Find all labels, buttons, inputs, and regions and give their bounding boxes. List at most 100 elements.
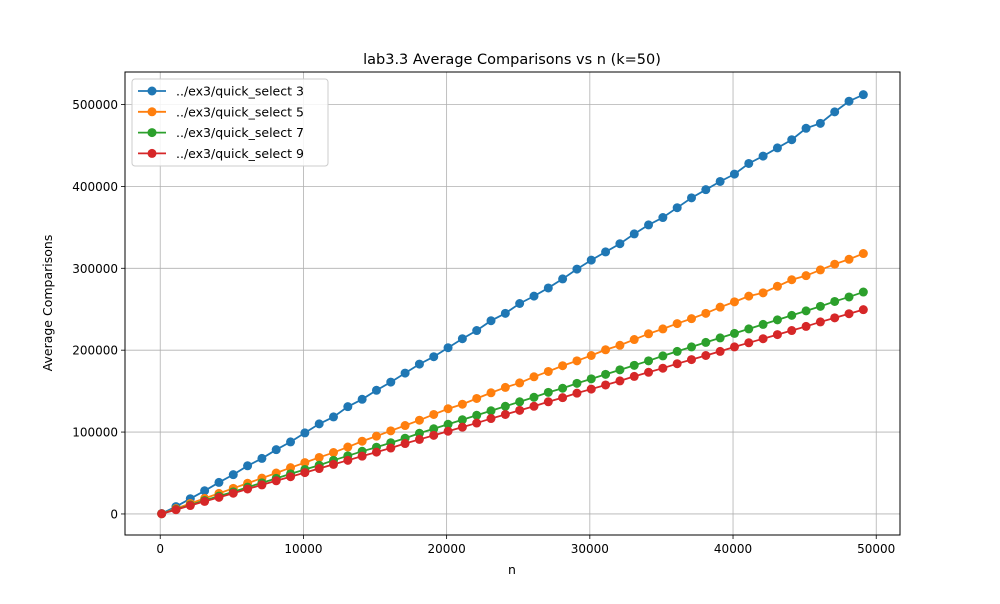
data-point: [629, 371, 639, 381]
data-point: [615, 376, 625, 386]
series-4: [157, 305, 868, 519]
legend-box: [131, 78, 329, 167]
data-point: [787, 326, 797, 336]
data-point: [500, 308, 510, 318]
data-point: [701, 350, 711, 360]
y-axis-label: Average Comparisons: [40, 235, 55, 372]
data-point: [314, 452, 324, 462]
data-point: [801, 271, 811, 281]
y-tick-label: 200000: [72, 344, 118, 358]
data-point: [586, 374, 596, 384]
data-point: [687, 355, 697, 365]
data-point: [644, 329, 654, 339]
data-point: [214, 492, 224, 502]
data-point: [314, 419, 324, 429]
data-point: [171, 505, 181, 515]
data-point: [586, 255, 596, 265]
data-point: [371, 431, 381, 441]
legend-swatch-marker: [147, 107, 157, 117]
legend-swatch-marker: [147, 128, 157, 138]
data-point: [858, 249, 868, 259]
data-point: [629, 335, 639, 345]
data-point: [472, 418, 482, 428]
data-point: [815, 265, 825, 275]
data-point: [858, 287, 868, 297]
data-point: [243, 461, 253, 471]
data-point: [658, 351, 668, 361]
data-point: [286, 437, 296, 447]
plot-area: [124, 71, 901, 536]
data-point: [672, 319, 682, 329]
data-point: [515, 405, 525, 415]
x-tick-label: 0: [156, 542, 164, 556]
data-point: [357, 394, 367, 404]
data-point: [715, 176, 725, 186]
data-point: [858, 90, 868, 100]
data-point: [687, 193, 697, 203]
legend-label: ../ex3/quick_select 5: [176, 104, 304, 119]
data-point: [257, 480, 267, 490]
data-point: [386, 443, 396, 453]
data-point: [371, 385, 381, 395]
data-point: [744, 324, 754, 334]
data-point: [787, 310, 797, 320]
data-point: [457, 334, 467, 344]
data-point: [772, 315, 782, 325]
data-point: [443, 343, 453, 353]
data-point: [830, 259, 840, 269]
data-point: [457, 415, 467, 425]
data-point: [400, 368, 410, 378]
chart-title: lab3.3 Average Comparisons vs n (k=50): [363, 52, 661, 68]
data-point: [357, 436, 367, 446]
data-point: [328, 459, 338, 469]
data-point: [601, 380, 611, 390]
data-point: [457, 399, 467, 409]
data-point: [658, 324, 668, 334]
x-tick-label: 40000: [714, 542, 752, 556]
data-point: [328, 448, 338, 458]
data-point: [343, 455, 353, 465]
data-point: [429, 352, 439, 362]
data-point: [572, 356, 582, 366]
legend-label: ../ex3/quick_select 7: [176, 125, 304, 140]
data-point: [830, 107, 840, 117]
data-point: [644, 356, 654, 366]
data-point: [844, 254, 854, 264]
data-point: [500, 401, 510, 411]
data-point: [429, 409, 439, 419]
legend-item: ../ex3/quick_select 7: [138, 125, 304, 140]
y-tick-label: 0: [110, 507, 118, 521]
data-point: [729, 169, 739, 179]
data-point: [658, 363, 668, 373]
data-point: [844, 96, 854, 106]
data-point: [758, 151, 768, 161]
data-point: [830, 296, 840, 306]
data-point: [801, 306, 811, 316]
data-point: [300, 458, 310, 468]
data-point: [629, 229, 639, 239]
series-2: [157, 249, 868, 519]
data-point: [758, 288, 768, 298]
series-line: [161, 252, 864, 515]
data-point: [457, 422, 467, 432]
legend-item: ../ex3/quick_select 5: [138, 104, 304, 119]
data-point: [701, 185, 711, 195]
data-point: [343, 442, 353, 452]
data-point: [558, 361, 568, 371]
data-point: [558, 274, 568, 284]
data-point: [729, 297, 739, 307]
data-point: [858, 305, 868, 315]
data-point: [314, 464, 324, 474]
series-line: [161, 308, 864, 515]
data-point: [758, 319, 768, 329]
data-point: [529, 392, 539, 402]
data-point: [200, 496, 210, 506]
data-point: [400, 439, 410, 449]
legend-label: ../ex3/quick_select 9: [176, 146, 304, 161]
data-point: [500, 409, 510, 419]
y-tick-label: 100000: [72, 426, 118, 440]
data-point: [486, 414, 496, 424]
data-point: [300, 468, 310, 478]
